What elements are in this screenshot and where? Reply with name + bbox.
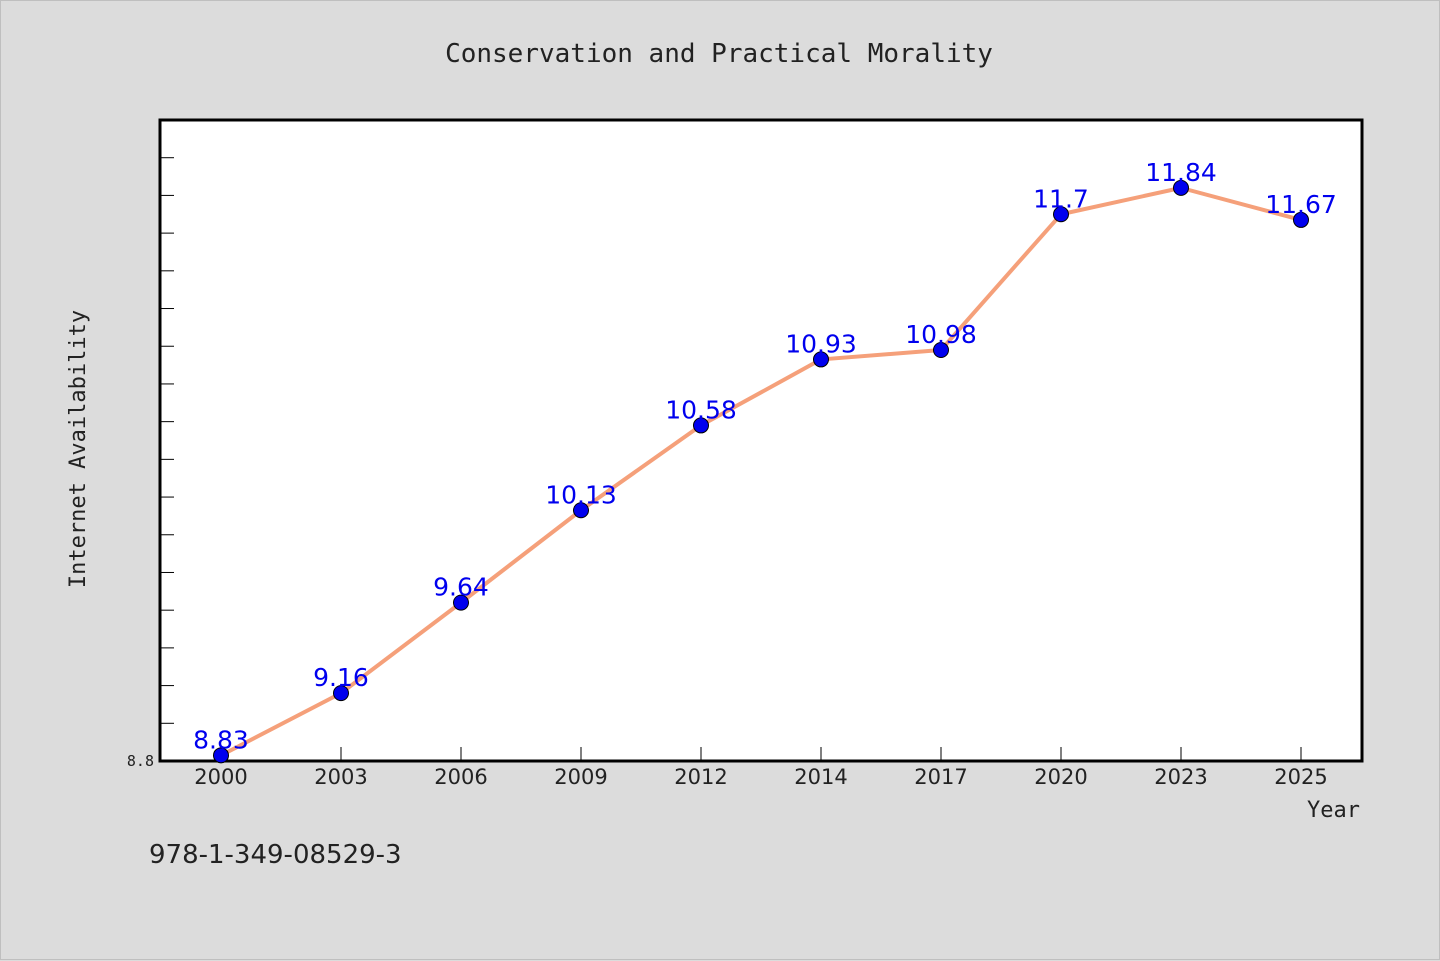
data-label: 10.13 [545, 480, 617, 509]
y-axis-label: Internet Availability [66, 310, 91, 588]
data-point-marker [1293, 211, 1309, 228]
data-label: 10.98 [905, 320, 977, 349]
x-tick-label: 2012 [674, 765, 727, 789]
series-line [219, 185, 1303, 758]
data-point-marker [1053, 206, 1069, 223]
x-tick-label: 2000 [194, 765, 247, 789]
data-point-marker [933, 342, 949, 359]
x-tick-label: 2009 [554, 765, 607, 789]
data-point-marker [213, 747, 229, 764]
data-point-marker [1173, 179, 1189, 196]
data-label: 10.93 [785, 329, 857, 358]
data-point-marker [813, 351, 829, 368]
data-label: 11.84 [1145, 158, 1217, 187]
x-axis-label: Year [1307, 798, 1360, 823]
x-tick-label: 2020 [1034, 765, 1087, 789]
x-tick-label: 2006 [434, 765, 487, 789]
data-label: 10.58 [665, 395, 737, 424]
x-axis-ticks: 2000 2003 2006 2009 2012 2014 2017 2020 2023 2025 [194, 747, 1328, 789]
data-label: 9.16 [313, 663, 369, 692]
chart-title: Conservation and Practical Morality [445, 39, 993, 69]
data-point-marker [333, 685, 349, 702]
x-tick-label: 2003 [314, 765, 367, 789]
data-label: 11.7 [1033, 184, 1089, 213]
x-tick-label: 2023 [1154, 765, 1207, 789]
data-label: 11.67 [1265, 190, 1337, 219]
x-tick-label: 2014 [794, 765, 847, 789]
isbn-text: 978-1-349-08529-3 [149, 840, 402, 870]
x-tick-label: 2017 [914, 765, 967, 789]
data-point-marker [573, 502, 589, 519]
data-point-marker [453, 594, 469, 611]
series-group: 8.83 9.16 9.64 10.13 10.58 10.93 10.98 11.7 11.8… [193, 158, 1337, 764]
data-label: 8.83 [193, 725, 249, 754]
data-point-marker [693, 417, 709, 434]
y-tick-label: 8.8 [127, 752, 154, 770]
y-axis-ticks: 8.8 [127, 157, 174, 770]
plot-area [158, 118, 1364, 763]
x-tick-label: 2025 [1274, 765, 1327, 789]
data-label: 9.64 [433, 573, 489, 602]
